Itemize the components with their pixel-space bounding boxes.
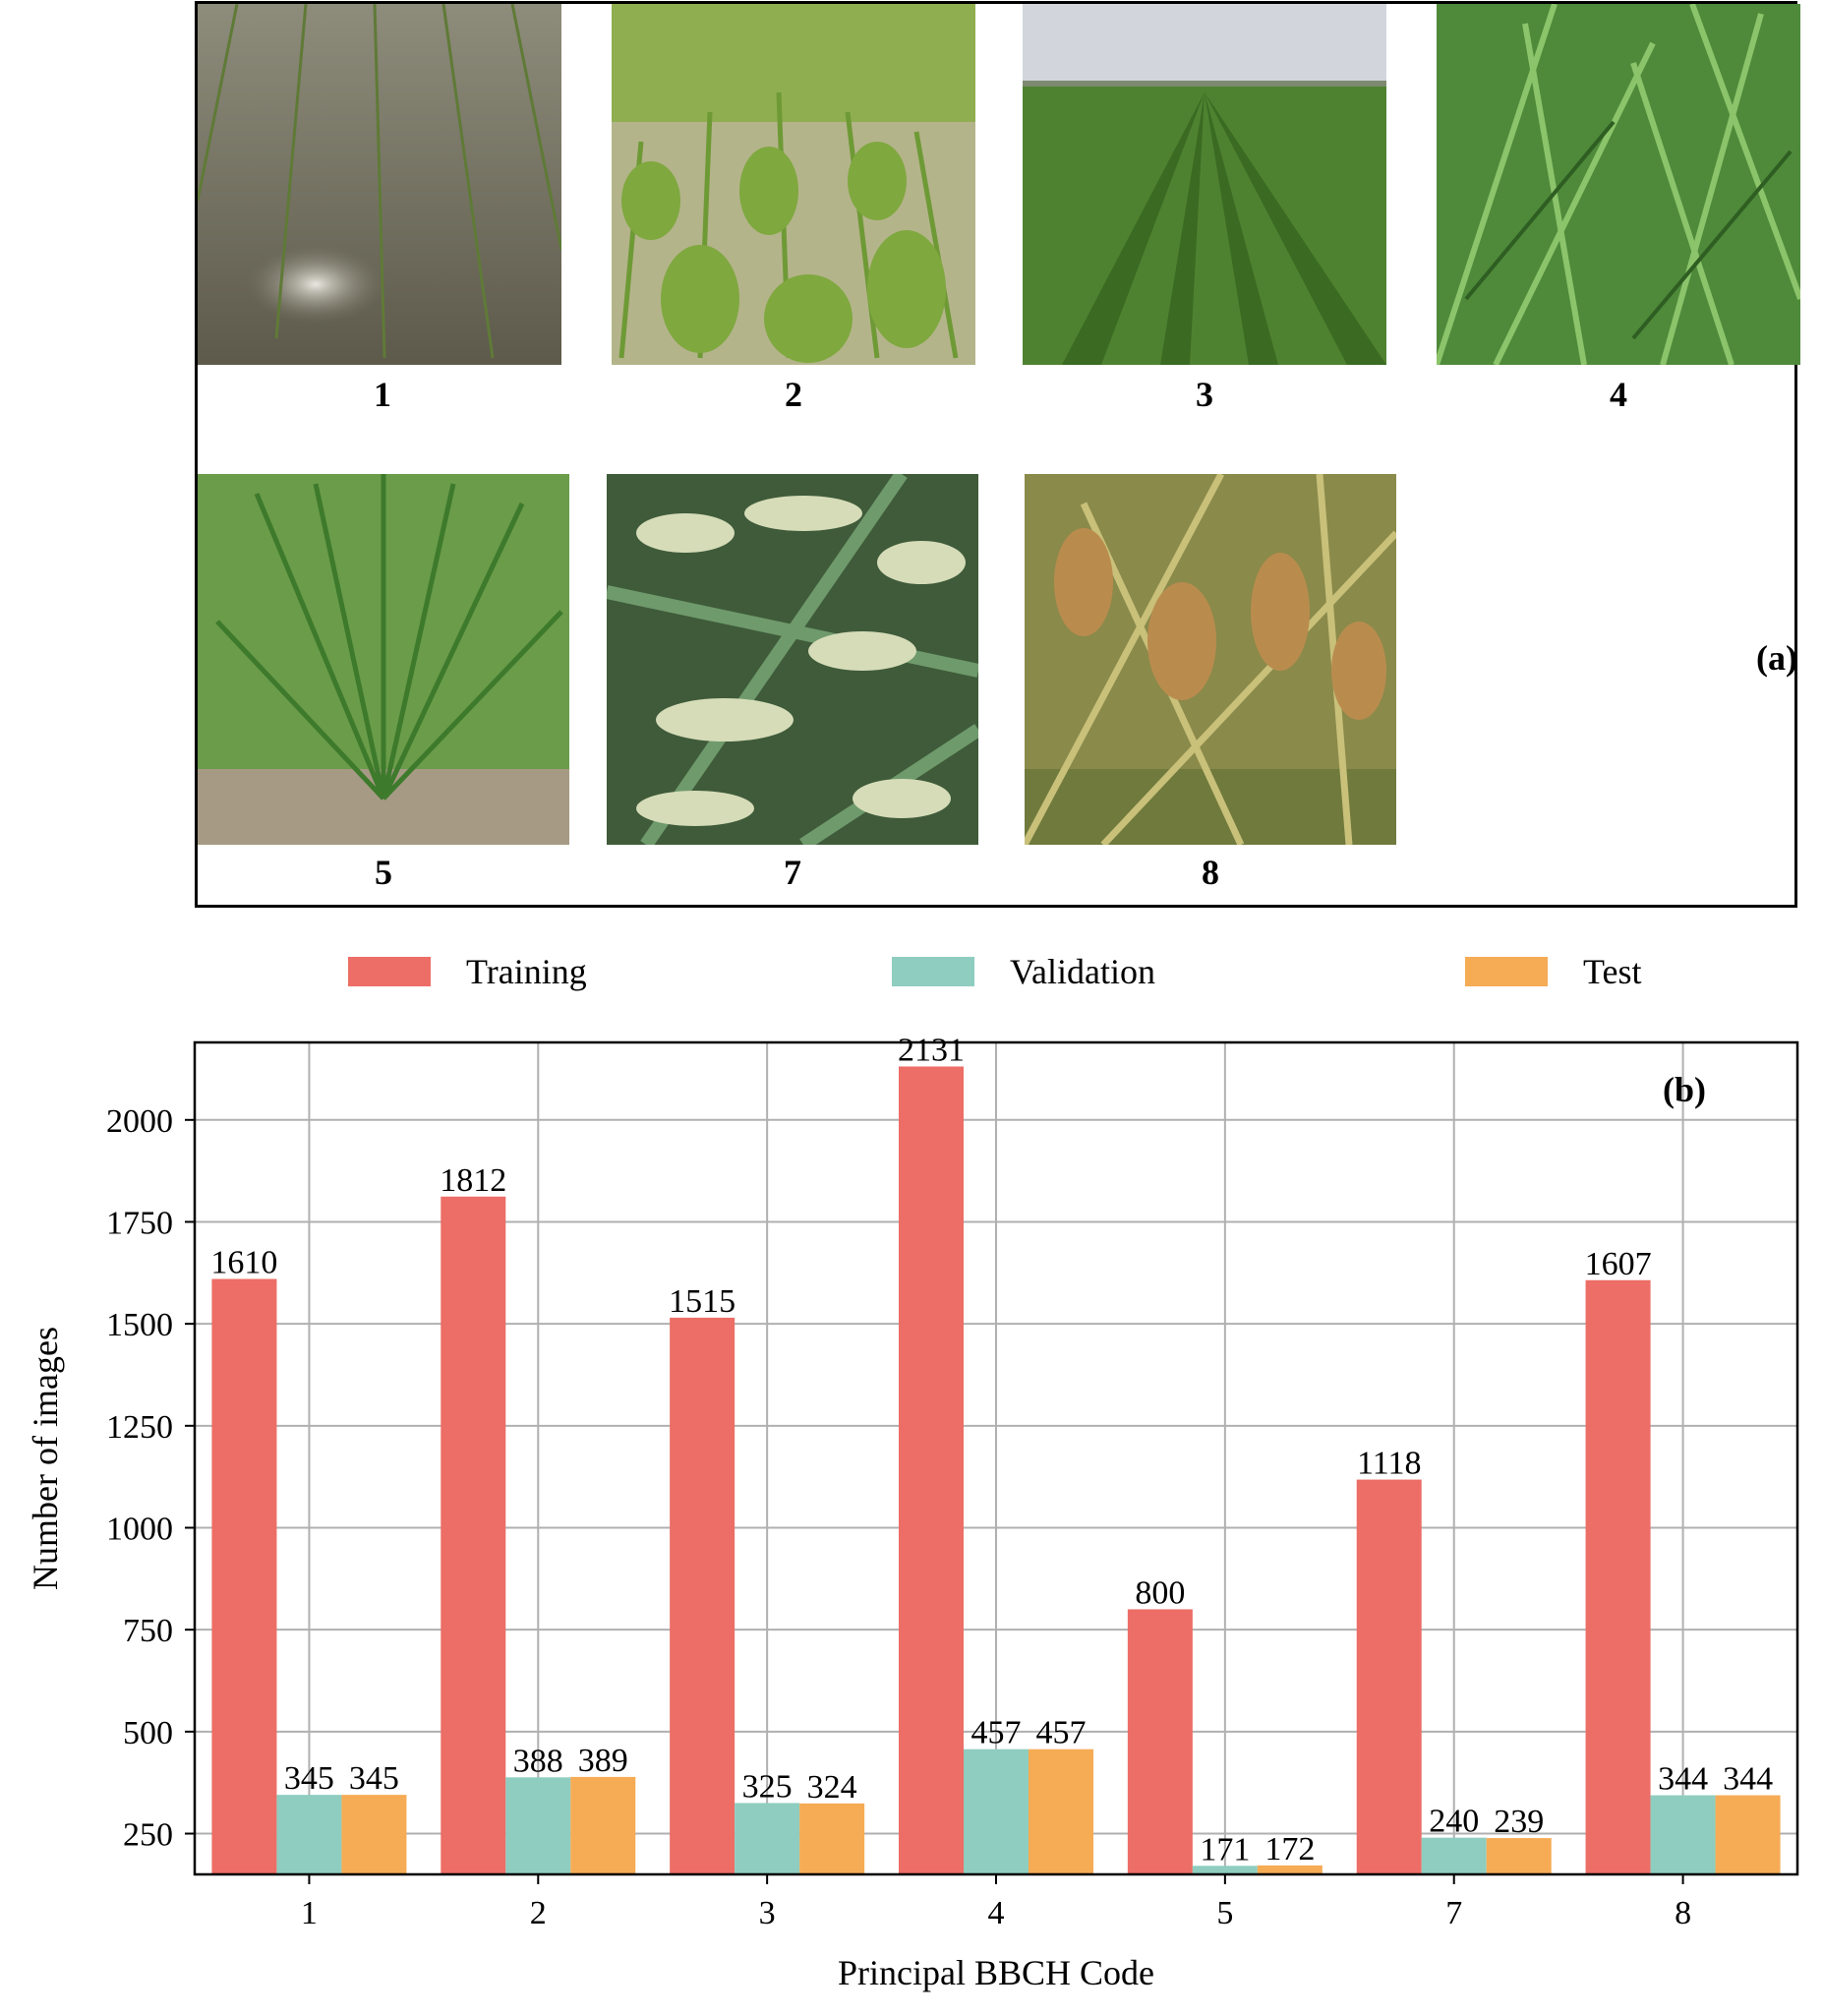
bar-value-label: 1607: [1585, 1246, 1652, 1282]
bar-value-label: 457: [971, 1715, 1022, 1751]
x-tick-label: 2: [530, 1895, 547, 1931]
x-axis-ticks: 1 2 3 4 5 7 8: [301, 1874, 1691, 1931]
bar-value-label: 2131: [898, 1032, 965, 1068]
bar-training-4: [899, 1066, 964, 1874]
x-tick-label: 1: [301, 1895, 318, 1931]
photo-stage-4: [1437, 4, 1800, 365]
photo-stage-7: [607, 474, 978, 845]
photo-stage-5: [198, 474, 569, 845]
bar-test-7: [1486, 1838, 1552, 1874]
bar-test-2: [570, 1776, 636, 1874]
photo-label-1: 1: [374, 375, 391, 414]
photo-label-3: 3: [1196, 375, 1213, 414]
y-axis-label: Number of images: [26, 1327, 65, 1590]
bar-training-1: [211, 1278, 277, 1874]
bar-value-label: 171: [1200, 1831, 1250, 1868]
bar-value-label: 1118: [1357, 1446, 1421, 1482]
photo-stage-2: [612, 4, 975, 365]
bar-value-label: 457: [1036, 1715, 1087, 1751]
bar-value-label: 1515: [669, 1283, 735, 1320]
bar-test-1: [341, 1795, 407, 1874]
bar-value-label: 1812: [440, 1162, 506, 1199]
bar-group: [211, 1066, 1781, 1874]
bar-value-label: 239: [1494, 1804, 1544, 1840]
legend-label-training: Training: [466, 952, 587, 991]
bar-value-label: 389: [578, 1743, 628, 1779]
bar-value-label: 172: [1264, 1831, 1315, 1868]
y-tick-label: 2000: [106, 1103, 173, 1140]
legend-item-validation: Validation: [892, 952, 1155, 991]
y-tick-label: 1750: [106, 1205, 173, 1241]
y-tick-label: 1500: [106, 1307, 173, 1343]
bar-validation-1: [276, 1795, 342, 1874]
bar-validation-8: [1650, 1795, 1716, 1874]
photo-panel-a: 1 2 3 4: [195, 1, 1800, 908]
bar-training-3: [670, 1317, 735, 1874]
photo-label-5: 5: [375, 853, 392, 892]
legend-item-test: Test: [1465, 952, 1641, 991]
bar-value-label: 324: [807, 1769, 857, 1806]
legend-label-validation: Validation: [1010, 952, 1155, 991]
legend-swatch-training: [348, 957, 431, 986]
legend-label-test: Test: [1583, 952, 1642, 991]
x-tick-label: 8: [1675, 1895, 1691, 1931]
bar-value-label: 1610: [210, 1245, 277, 1281]
legend-swatch-validation: [892, 957, 974, 986]
photo-label-4: 4: [1610, 375, 1627, 414]
x-axis-label: Principal BBCH Code: [838, 1953, 1154, 1992]
bar-value-label: 325: [742, 1768, 793, 1805]
bar-test-4: [1029, 1749, 1093, 1874]
bar-value-label: 345: [284, 1760, 334, 1797]
bar-training-2: [441, 1196, 506, 1874]
bar-validation-7: [1421, 1837, 1487, 1874]
bar-validation-4: [964, 1749, 1029, 1874]
bar-training-7: [1356, 1479, 1422, 1874]
legend-item-training: Training: [348, 952, 587, 991]
bar-value-label: 345: [349, 1760, 399, 1797]
bar-test-8: [1715, 1795, 1781, 1874]
y-axis-ticks: 250 500 750 1000 1250 1500 1750 2000: [106, 1103, 195, 1854]
y-tick-label: 250: [123, 1817, 173, 1854]
legend-swatch-test: [1465, 957, 1548, 986]
photo-stage-8: [1025, 474, 1396, 845]
photo-stage-3: [1023, 4, 1386, 365]
y-tick-label: 1000: [106, 1512, 173, 1548]
y-tick-label: 500: [123, 1715, 173, 1751]
x-tick-label: 7: [1445, 1895, 1462, 1931]
bar-value-label: 800: [1135, 1574, 1185, 1611]
bar-value-labels: 1610 345 345 1812 388 389 1515 325 324 2131 457 457…: [210, 1032, 1773, 1868]
bar-training-5: [1127, 1609, 1193, 1874]
bar-validation-2: [505, 1777, 571, 1874]
photo-label-8: 8: [1202, 853, 1219, 892]
bar-validation-3: [735, 1803, 800, 1874]
bar-value-label: 344: [1723, 1761, 1773, 1798]
x-tick-label: 4: [988, 1895, 1005, 1931]
x-tick-label: 5: [1216, 1895, 1233, 1931]
photo-stage-1: [198, 4, 561, 365]
x-tick-label: 3: [759, 1895, 776, 1931]
bar-test-5: [1257, 1865, 1323, 1874]
bar-training-8: [1585, 1279, 1651, 1874]
panel-a-tag: (a): [1756, 638, 1797, 678]
bar-value-label: 388: [513, 1743, 563, 1779]
y-tick-label: 750: [123, 1613, 173, 1649]
bar-validation-5: [1192, 1866, 1258, 1874]
bar-test-3: [799, 1803, 865, 1874]
photo-label-2: 2: [785, 375, 802, 414]
bar-value-label: 240: [1429, 1804, 1479, 1840]
bar-value-label: 344: [1658, 1761, 1708, 1798]
panel-b-tag: (b): [1663, 1070, 1706, 1109]
photo-label-7: 7: [784, 853, 801, 892]
y-tick-label: 1250: [106, 1409, 173, 1446]
